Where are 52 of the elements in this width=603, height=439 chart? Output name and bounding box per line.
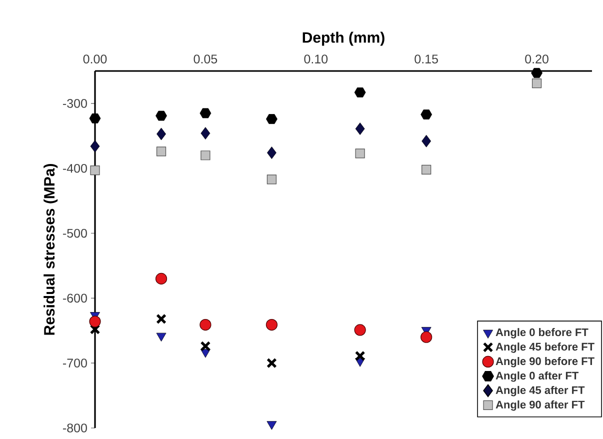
y-tick-label: -800 [63, 424, 87, 432]
x-tick-label: 0.00 [83, 54, 107, 64]
x-tick-label: 0.05 [194, 54, 218, 64]
point [156, 110, 167, 121]
point [200, 318, 212, 331]
point [89, 113, 101, 124]
point [200, 341, 211, 352]
point [354, 324, 366, 336]
point [531, 68, 542, 78]
legend-label: Angle 90 after FT [496, 400, 585, 411]
point [156, 314, 166, 324]
point [90, 140, 100, 152]
point [156, 146, 166, 156]
y-tick-label: -400 [63, 164, 87, 173]
point [155, 272, 168, 284]
y-tick-label: -600 [63, 294, 87, 303]
point [266, 421, 277, 430]
point [355, 148, 365, 158]
point [420, 331, 432, 343]
y-tick-label: -300 [63, 99, 87, 108]
point [266, 358, 277, 368]
y-axis-title: Residual stresses (MPa) [44, 164, 58, 335]
x-tick-label: 0.15 [414, 54, 438, 64]
x-tick-label: 0.10 [304, 54, 328, 64]
point [89, 316, 101, 328]
point [354, 350, 366, 362]
point [90, 324, 100, 335]
point [267, 146, 276, 159]
point [200, 150, 210, 160]
point [266, 114, 278, 124]
y-tick-label: -700 [63, 358, 87, 368]
point [156, 128, 166, 140]
point [532, 78, 542, 88]
x-axis-title: Depth (mm) [302, 32, 384, 46]
point [200, 108, 212, 118]
legend-label: Angle 0 before FT [496, 328, 588, 338]
legend-label: Angle 0 after FT [496, 371, 579, 382]
point [422, 134, 432, 148]
y-tick-label: -500 [63, 228, 87, 238]
point [90, 166, 100, 176]
legend-label: Angle 90 before FT [496, 357, 594, 368]
point [266, 318, 278, 331]
point [420, 110, 432, 120]
point [156, 332, 166, 342]
point [200, 127, 210, 140]
point [266, 174, 277, 184]
point [354, 87, 366, 98]
x-tick-label: 0.20 [525, 54, 548, 64]
point [422, 164, 432, 174]
point [355, 122, 365, 135]
legend-label: Angle 45 before FT [496, 342, 594, 353]
legend-label: Angle 45 after FT [496, 386, 585, 396]
